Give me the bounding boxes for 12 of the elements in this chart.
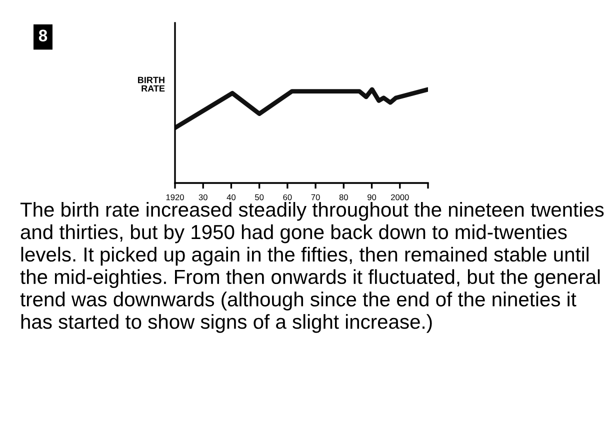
text: 8 xyxy=(38,30,48,42)
x-tick-label: 40 xyxy=(226,194,236,200)
x-tick-label: 70 xyxy=(311,194,320,200)
x-tick-label: 90 xyxy=(368,194,376,200)
x-tick-label: 60 xyxy=(283,194,292,200)
x-tick-label: 80 xyxy=(339,194,348,200)
x-tick-label: 50 xyxy=(255,194,264,200)
x-tick-label: 2000 xyxy=(391,194,409,200)
y-axis-title: BIRTH RATE xyxy=(138,76,165,92)
x-tick-label: 1920 xyxy=(166,194,184,200)
text: The birth rate increased steadily throughout the nineteen twenties and thirties, but by 1950 had gone back down to mid-twenties levels. It picked up again in the fifties, then remained stable until the mid-eighties. From then onwards it fluctuated, but the general trend was downwards (although since the end of the nineties it has started to show signs of a slight increase.) xyxy=(20,202,604,333)
x-tick-label: 30 xyxy=(198,194,208,200)
